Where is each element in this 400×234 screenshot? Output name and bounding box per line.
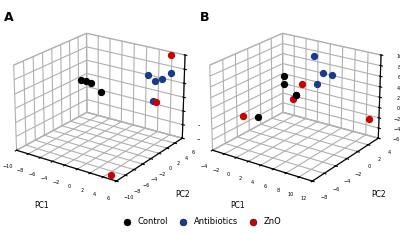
Text: A: A: [4, 11, 14, 24]
Legend: Control, Antibiotics, ZnO: Control, Antibiotics, ZnO: [115, 214, 285, 230]
Y-axis label: PC2: PC2: [176, 190, 190, 199]
Y-axis label: PC2: PC2: [372, 190, 386, 199]
X-axis label: PC1: PC1: [230, 201, 245, 211]
X-axis label: PC1: PC1: [34, 201, 49, 211]
Text: B: B: [200, 11, 210, 24]
